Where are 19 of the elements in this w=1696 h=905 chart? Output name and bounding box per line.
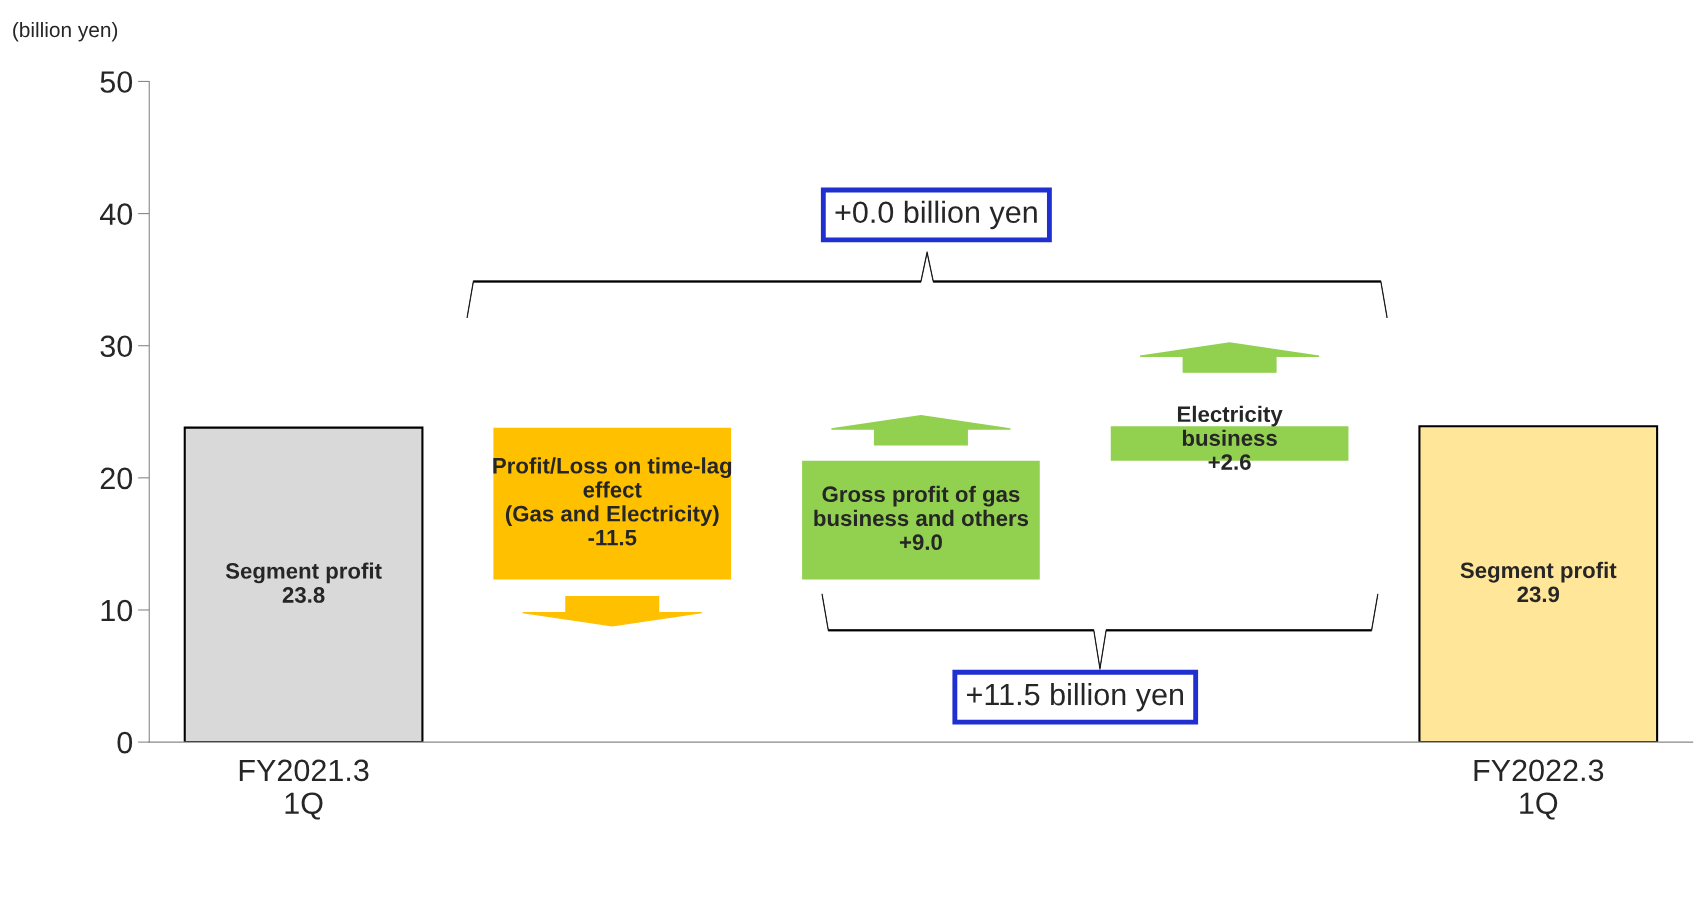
- y-tick-label: 20: [100, 467, 133, 490]
- y-tick-label: 30: [100, 335, 133, 358]
- bar: [1418, 425, 1659, 743]
- y-tick-label: 0: [117, 731, 133, 754]
- bar: [183, 426, 424, 743]
- y-tick-label: 10: [101, 599, 133, 622]
- annotation: +11.5 billion yen: [967, 682, 1184, 712]
- data-label: Gross profit of gas business and others +9.0: [814, 485, 1029, 551]
- x-tick-label: FY2021.3 1Q: [239, 759, 369, 820]
- bar: [493, 427, 732, 580]
- annotation: +0.0 billion yen: [835, 200, 1037, 230]
- y-axis-title: (billion yen): [13, 21, 118, 42]
- bar: [802, 460, 1040, 580]
- data-label: Profit/Loss on time-lag effect (Gas and Electricity) -11.5: [493, 457, 732, 546]
- y-tick-label: 50: [100, 71, 133, 93]
- data-label: Segment profit 23.8: [225, 562, 382, 603]
- x-tick-label: FY2022.3 1Q: [1474, 759, 1604, 820]
- y-tick-label: 40: [99, 203, 133, 225]
- data-label: Segment profit 23.9: [1460, 561, 1617, 603]
